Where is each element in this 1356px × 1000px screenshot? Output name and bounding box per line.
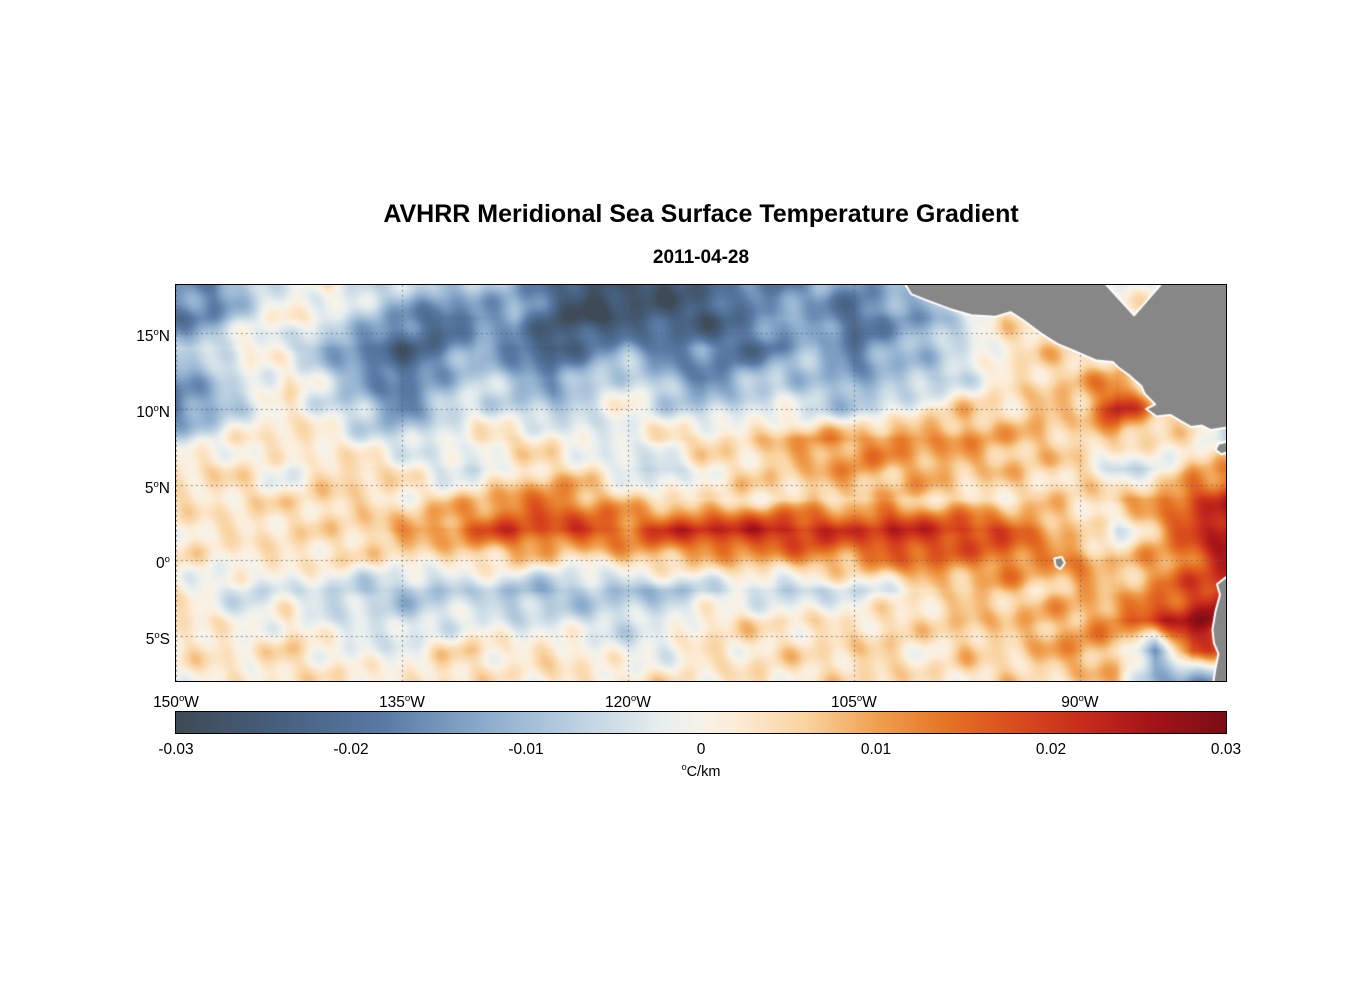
- lat-tick-label: 10oN: [136, 402, 170, 422]
- colorbar-tick-label: -0.01: [508, 741, 544, 758]
- chart-date: 2011-04-28: [652, 247, 750, 268]
- colorbar-tick-label: -0.03: [158, 741, 194, 758]
- map-canvas: [176, 285, 1226, 681]
- colorbar-tick-label: 0.03: [1210, 741, 1242, 758]
- lon-tick-label: 150oW: [153, 693, 199, 712]
- colorbar-tick-label: 0.01: [860, 741, 892, 758]
- lon-tick-label: 120oW: [604, 693, 651, 712]
- colorbar-tick-label: -0.02: [333, 741, 369, 758]
- colorbar-tick-label: 0.02: [1035, 741, 1067, 758]
- colorbar-tick-label: 0: [696, 741, 706, 758]
- map-plot: [175, 284, 1227, 682]
- colorbar-gradient: [176, 712, 1226, 733]
- colorbar-unit-label: oC/km: [681, 762, 721, 780]
- lat-tick-label: 5oS: [145, 629, 170, 648]
- lon-tick-label: 90oW: [1061, 693, 1099, 712]
- lat-tick-label: 5oN: [144, 478, 170, 497]
- colorbar: [175, 711, 1227, 734]
- lon-tick-label: 105oW: [830, 693, 877, 712]
- lat-tick-label: 15oN: [136, 327, 170, 346]
- lat-tick-label: 0o: [156, 554, 170, 573]
- chart-title: AVHRR Meridional Sea Surface Temperature…: [383, 200, 1019, 228]
- lon-tick-label: 135oW: [379, 693, 425, 712]
